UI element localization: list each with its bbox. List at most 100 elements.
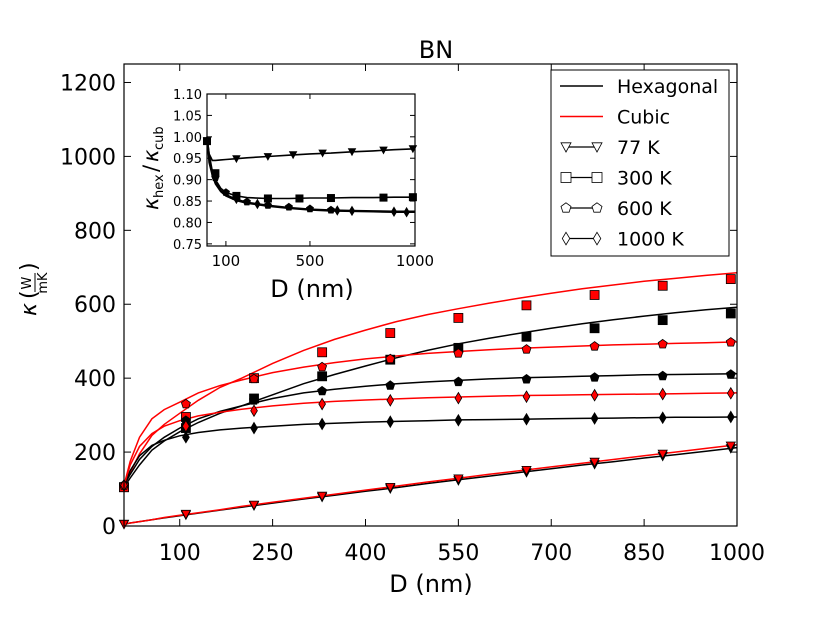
marker-hexagonal-300-k (725, 308, 736, 319)
inset-x-axis-label: D (nm) (270, 275, 353, 303)
main-y-tick-label: 400 (74, 367, 116, 392)
inset-marker-600-k (221, 188, 230, 196)
main-y-label-close-paren: ) (17, 262, 42, 271)
inset-marker-1000-k (390, 206, 398, 217)
main-y-label-numerator: W (20, 276, 35, 289)
inset-y-label-kappa-2: κ (139, 149, 163, 162)
legend-marker-triangle-down-icon (591, 142, 603, 153)
series-line-hexagonal-1000-k (123, 416, 738, 486)
inset-y-tick-label: 1.00 (173, 131, 202, 146)
legend-entry-cubic: Cubic (560, 107, 670, 129)
marker-cubic-77-k (316, 491, 328, 502)
legend-label: Cubic (617, 107, 670, 129)
main-y-tick-label: 800 (74, 219, 116, 244)
marker-cubic-77-k (589, 457, 600, 468)
legend-entry-hexagonal: Hexagonal (560, 76, 718, 98)
inset-marker-1000-k (348, 205, 356, 217)
legend-entry-77-k: 77 K (560, 137, 660, 159)
marker-cubic-600-k (725, 337, 736, 347)
marker-hexagonal-600-k (589, 372, 600, 382)
inset-marker-77-k (347, 148, 357, 157)
main-y-tick-labels: 0 200 400 600 800 1000 1200 (60, 71, 116, 540)
main-y-tick-label: 0 (102, 515, 116, 540)
marker-hexagonal-1000-k (522, 412, 531, 426)
inset-marker-1000-k (233, 193, 240, 205)
marker-cubic-300-k (589, 290, 600, 300)
inset-marker-1000-k (403, 206, 410, 218)
marker-cubic-300-k (317, 347, 328, 358)
marker-hexagonal-600-k (249, 395, 259, 405)
legend-entry-300-k: 300 K (560, 168, 672, 190)
inset-y-label-kappa-1: κ (139, 197, 163, 210)
inset-y-tick-labels: 0.75 0.80 0.85 0.90 0.95 1.00 1.05 1.10 (173, 88, 202, 253)
inset-marker-300-k (326, 194, 335, 203)
inset-background (207, 94, 415, 246)
marker-cubic-1000-k (522, 390, 531, 404)
marker-hexagonal-1000-k (386, 415, 395, 429)
legend-entry-600-k: 600 K (560, 198, 672, 220)
legend-entry-1000-k: 1000 K (561, 229, 684, 251)
marker-cubic-1000-k (182, 419, 190, 433)
marker-hexagonal-600-k (521, 374, 532, 384)
inset-x-tick-label: 100 (212, 252, 241, 270)
marker-hexagonal-300-k (657, 315, 668, 326)
marker-cubic-600-k (657, 338, 668, 349)
marker-cubic-77-k (248, 500, 260, 511)
marker-cubic-77-k (657, 449, 668, 460)
inset-y-tick-label: 1.10 (173, 88, 202, 103)
main-x-tick-label: 550 (437, 541, 479, 566)
marker-hexagonal-600-k (385, 380, 396, 390)
legend-label: Hexagonal (617, 76, 718, 98)
series-line-cubic-300-k (123, 272, 738, 488)
main-axes-frame (123, 63, 738, 527)
marker-cubic-1000-k (658, 387, 667, 401)
inset-marker-1000-k (254, 198, 261, 210)
marker-hexagonal-600-k (453, 376, 464, 387)
inset-y-label-sub-cub: cub (152, 126, 167, 150)
inset-y-label-sub-hex: hex (152, 174, 167, 198)
marker-hexagonal-600-k (725, 369, 736, 379)
marker-cubic-600-k (249, 373, 259, 384)
inset-marker-77-k (288, 151, 298, 160)
marker-cubic-1000-k (386, 393, 395, 407)
inset-marker-300-k (263, 194, 272, 203)
inset-marker-600-k (305, 204, 314, 213)
legend-marker-pentagon-icon (560, 202, 572, 213)
marker-hexagonal-600-k (317, 385, 328, 396)
main-x-tick-label: 850 (623, 541, 665, 566)
inset-y-tick-label: 0.80 (173, 216, 202, 231)
inset-line-77-k (206, 136, 416, 162)
series-line-cubic-77-k (123, 443, 738, 525)
inset-marker-600-k (284, 202, 293, 211)
inset-x-tick-labels: 100 500 1000 (212, 252, 435, 270)
series-line-hexagonal-77-k (123, 446, 738, 525)
legend-label: 77 K (617, 137, 660, 159)
marker-cubic-600-k (180, 398, 191, 409)
marker-cubic-77-k (725, 441, 736, 452)
inset-x-tick-label: 500 (296, 252, 325, 270)
marker-cubic-300-k (385, 328, 396, 338)
main-y-label-open-paren: ( (17, 290, 42, 299)
legend-marker-diamond-icon (592, 231, 602, 246)
marker-cubic-600-k (589, 341, 600, 351)
marker-cubic-600-k (385, 353, 396, 364)
main-y-tick-label: 200 (74, 441, 116, 466)
inset-marker-600-k (211, 173, 220, 182)
main-markers (118, 274, 736, 530)
inset-y-tick-label: 0.95 (173, 152, 202, 167)
legend-box (550, 69, 730, 257)
marker-cubic-1000-k (250, 404, 258, 418)
marker-cubic-1000-k (318, 397, 326, 411)
main-x-tick-label: 250 (252, 541, 294, 566)
inset-y-axis-label: κ hex / κ cub (139, 126, 167, 210)
inset-y-tick-label: 1.05 (173, 109, 202, 124)
inset-marker-1000-k (334, 205, 341, 216)
inset-marker-600-k (326, 205, 336, 214)
marker-cubic-300-k (453, 313, 464, 323)
main-y-axis-label: κ ( W mK ) (17, 262, 51, 316)
inset-y-label-slash: / (139, 164, 163, 172)
inset-y-tick-label: 0.85 (173, 195, 202, 210)
legend-marker-pentagon-icon (591, 202, 603, 213)
inset-marker-77-k (318, 149, 327, 158)
